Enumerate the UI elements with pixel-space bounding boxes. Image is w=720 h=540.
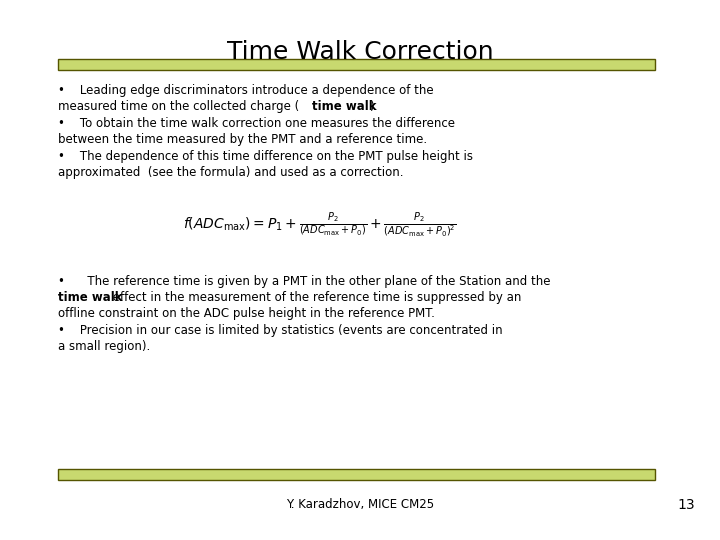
Text: Y. Karadzhov, MICE CM25: Y. Karadzhov, MICE CM25 bbox=[286, 498, 434, 511]
Text: measured time on the collected charge (: measured time on the collected charge ( bbox=[58, 100, 300, 113]
Bar bbox=[58, 59, 655, 70]
Text: offline constraint on the ADC pulse height in the reference PMT.: offline constraint on the ADC pulse heig… bbox=[58, 307, 435, 320]
Text: •    To obtain the time walk correction one measures the difference: • To obtain the time walk correction one… bbox=[58, 117, 455, 130]
Text: time walk: time walk bbox=[312, 100, 377, 113]
Text: effect in the measurement of the reference time is suppressed by an: effect in the measurement of the referen… bbox=[109, 291, 521, 304]
Text: •      The reference time is given by a PMT in the other plane of the Station an: • The reference time is given by a PMT i… bbox=[58, 275, 551, 288]
Text: $f(ADC_{\rm max}) = P_1 + \frac{P_2}{(ADC_{\rm max} + P_0)} + \frac{P_2}{(ADC_{\: $f(ADC_{\rm max}) = P_1 + \frac{P_2}{(AD… bbox=[183, 210, 456, 240]
Text: ).: ). bbox=[369, 100, 377, 113]
Text: Time Walk Correction: Time Walk Correction bbox=[227, 40, 493, 64]
Text: •    The dependence of this time difference on the PMT pulse height is: • The dependence of this time difference… bbox=[58, 150, 473, 163]
Text: time walk: time walk bbox=[58, 291, 122, 304]
Bar bbox=[58, 469, 655, 480]
Text: approximated  (see the formula) and used as a correction.: approximated (see the formula) and used … bbox=[58, 166, 403, 179]
Text: •    Precision in our case is limited by statistics (events are concentrated in: • Precision in our case is limited by st… bbox=[58, 324, 503, 337]
Text: •    Leading edge discriminators introduce a dependence of the: • Leading edge discriminators introduce … bbox=[58, 84, 433, 97]
Text: 13: 13 bbox=[678, 498, 695, 512]
Text: between the time measured by the PMT and a reference time.: between the time measured by the PMT and… bbox=[58, 133, 427, 146]
Text: a small region).: a small region). bbox=[58, 340, 150, 353]
